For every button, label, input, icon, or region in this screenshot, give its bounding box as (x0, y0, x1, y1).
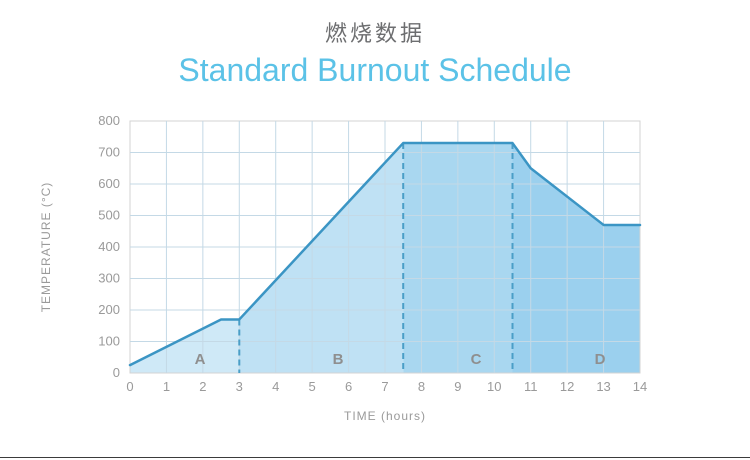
svg-text:200: 200 (98, 302, 120, 317)
svg-text:9: 9 (454, 379, 461, 394)
svg-text:300: 300 (98, 271, 120, 286)
svg-text:TEMPERATURE (°C): TEMPERATURE (°C) (39, 182, 53, 313)
svg-text:400: 400 (98, 239, 120, 254)
svg-text:600: 600 (98, 176, 120, 191)
svg-text:3: 3 (236, 379, 243, 394)
svg-text:0: 0 (113, 365, 120, 380)
svg-text:100: 100 (98, 334, 120, 349)
svg-text:TIME (hours): TIME (hours) (344, 409, 426, 423)
svg-text:11: 11 (524, 379, 538, 394)
svg-text:6: 6 (345, 379, 352, 394)
svg-text:500: 500 (98, 208, 120, 223)
svg-text:C: C (471, 351, 482, 368)
svg-text:12: 12 (560, 379, 574, 394)
svg-text:1: 1 (163, 379, 170, 394)
svg-text:14: 14 (633, 379, 647, 394)
svg-text:700: 700 (98, 145, 120, 160)
svg-text:7: 7 (381, 379, 388, 394)
svg-text:4: 4 (272, 379, 279, 394)
svg-text:5: 5 (309, 379, 316, 394)
svg-text:D: D (595, 351, 606, 368)
svg-text:B: B (333, 351, 344, 368)
svg-text:A: A (195, 351, 206, 368)
svg-text:800: 800 (98, 113, 120, 128)
svg-text:8: 8 (418, 379, 425, 394)
svg-text:10: 10 (487, 379, 501, 394)
svg-text:0: 0 (126, 379, 133, 394)
svg-text:13: 13 (596, 379, 610, 394)
svg-text:2: 2 (199, 379, 206, 394)
